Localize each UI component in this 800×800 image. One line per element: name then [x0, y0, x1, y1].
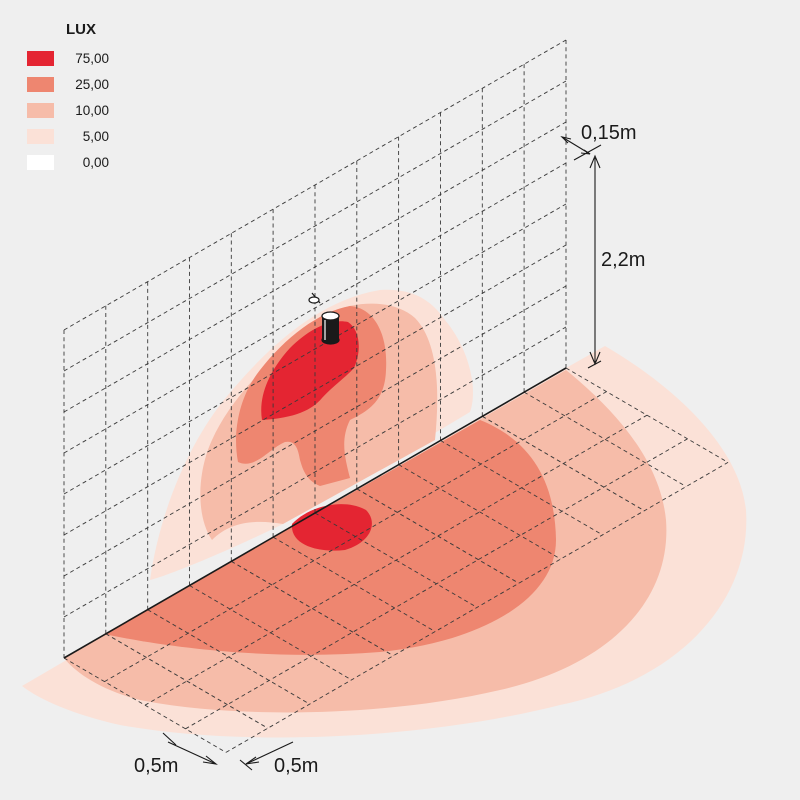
floor-isolux-zones — [22, 346, 747, 738]
legend-swatch-10 — [27, 103, 54, 118]
floor-grid — [63, 367, 729, 753]
legend-title: LUX — [66, 21, 96, 38]
wall-grid-line — [63, 244, 567, 536]
grid-step-dimensions — [162, 732, 294, 771]
legend-swatch-25 — [27, 77, 54, 92]
wall-grid — [63, 39, 567, 658]
wall-grid-line — [63, 285, 567, 577]
floor-grid-line — [225, 462, 729, 753]
wall-isolux-zones — [150, 289, 473, 580]
floor-grid-line — [398, 464, 561, 560]
wall-grid-line — [63, 80, 567, 372]
legend-value-0: 0,00 — [83, 155, 109, 170]
floor-grid-line — [356, 488, 520, 584]
grid-step-label-left: 0,5m — [134, 755, 178, 777]
offset-label: 0,15m — [581, 122, 637, 144]
legend: LUX 75,00 25,00 10,00 5,00 0,00 — [27, 21, 109, 170]
legend-value-10: 10,00 — [75, 103, 109, 118]
floor-grid-line — [144, 414, 648, 706]
legend-swatch-75 — [27, 51, 54, 66]
legend-swatch-0 — [27, 155, 54, 170]
legend-swatch-5 — [27, 129, 54, 144]
wall-zone-75-lux — [261, 321, 359, 420]
wall-grid-line — [63, 39, 567, 331]
wall-luminaire-icon — [308, 292, 340, 345]
legend-value-5: 5,00 — [83, 129, 109, 144]
floor-grid-line — [185, 438, 688, 730]
wall-grid-line — [63, 326, 567, 618]
wall-floor-edge — [63, 367, 567, 659]
wall-grid-line — [63, 162, 567, 454]
grid-step-label-right: 0,5m — [274, 755, 318, 777]
floor-grid-line — [231, 560, 394, 657]
floor-grid-line — [104, 391, 607, 682]
floor-grid-line — [523, 391, 687, 487]
floor-grid-line — [105, 633, 269, 729]
wall-grid-line — [63, 121, 567, 413]
wall-grid-line — [63, 203, 567, 495]
height-label: 2,2m — [601, 249, 645, 271]
legend-value-75: 75,00 — [75, 51, 109, 66]
height-dimension — [560, 136, 602, 369]
legend-value-25: 25,00 — [75, 77, 109, 92]
